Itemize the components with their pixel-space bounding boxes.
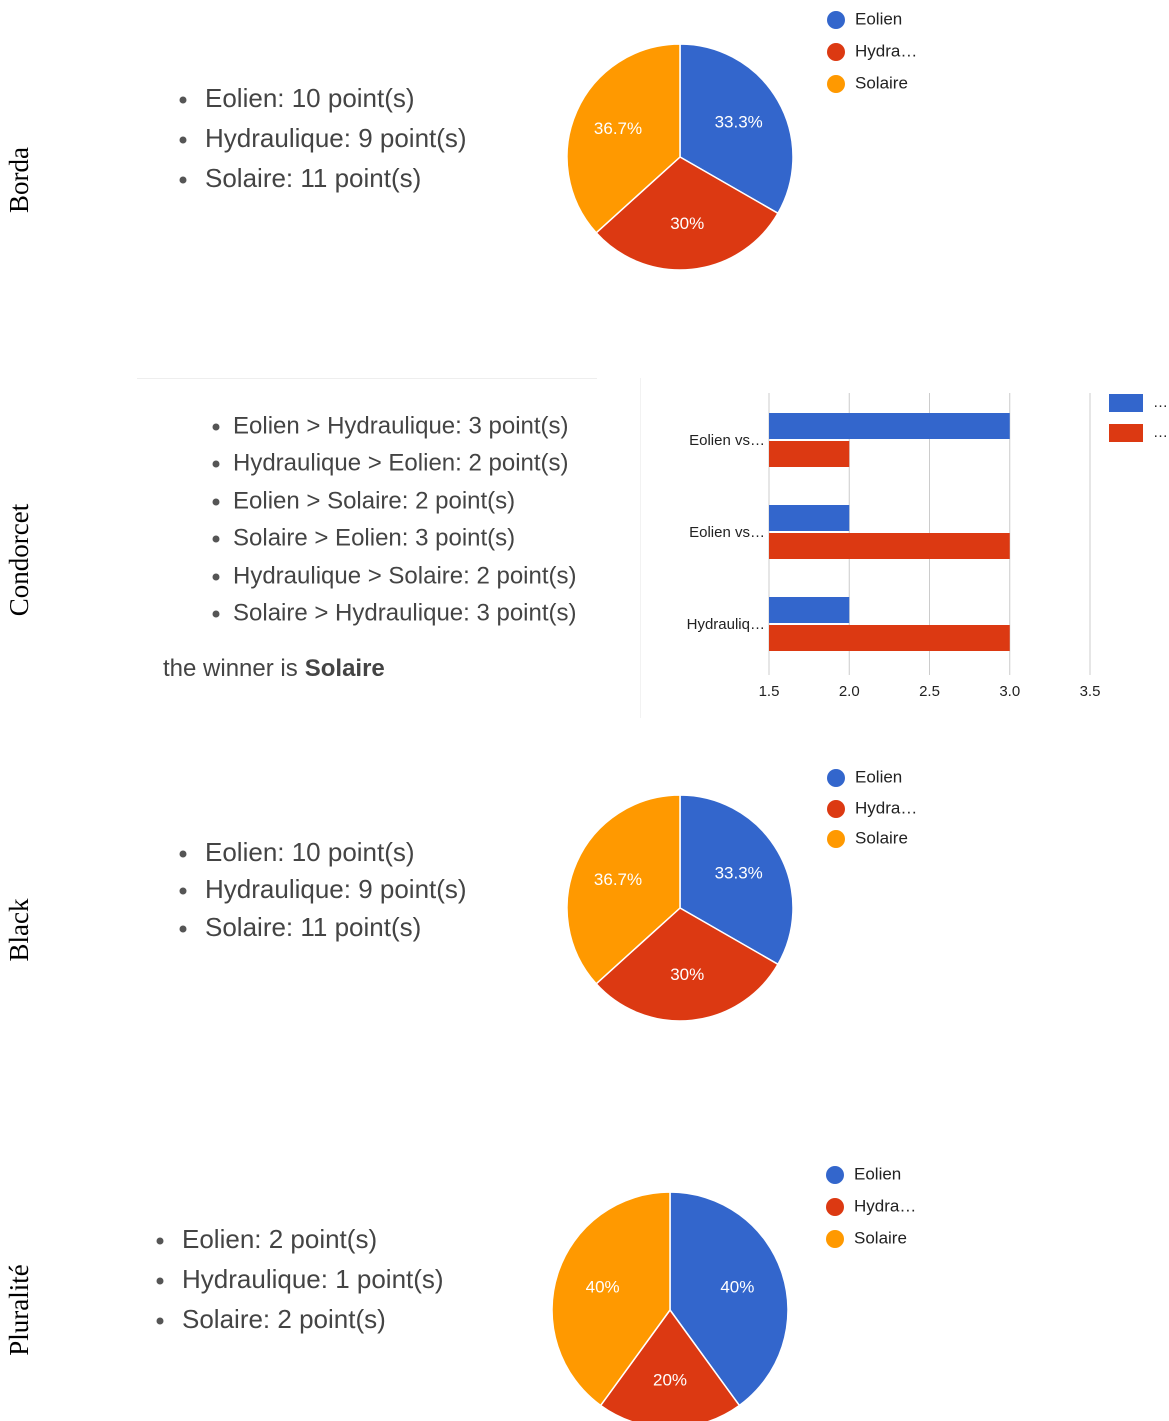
slice-label: 33.3% (715, 113, 763, 132)
bullet (179, 887, 187, 895)
x-tick-label: 1.5 (759, 683, 780, 700)
x-tick-label: 2.0 (839, 683, 860, 700)
list-item: Eolien: 10 point(s) (205, 837, 415, 867)
list-item: Eolien: 10 point(s) (205, 83, 415, 113)
list-item: Solaire > Hydraulique: 3 point(s) (233, 599, 577, 626)
slice-label: 30% (670, 214, 704, 233)
legend-label: Eolien (855, 9, 902, 28)
list-item: Hydraulique: 9 point(s) (205, 874, 467, 904)
list-item: Eolien > Solaire: 2 point(s) (233, 487, 515, 514)
legend-swatch (826, 1230, 844, 1248)
bullet (212, 460, 220, 468)
legend-label: … (1153, 394, 1168, 411)
bar (769, 505, 850, 531)
bullet (212, 573, 220, 581)
legend-swatch (827, 769, 845, 787)
list-item: Hydraulique > Eolien: 2 point(s) (233, 449, 569, 476)
legend-swatch (826, 1198, 844, 1216)
x-tick-label: 2.5 (919, 683, 940, 700)
bar (769, 413, 1010, 439)
bullet (179, 136, 187, 144)
legend-label: Eolien (855, 767, 902, 786)
list-item: Solaire: 11 point(s) (205, 163, 421, 193)
bar (769, 533, 1010, 559)
pie-slice (566, 43, 681, 234)
pie-slice (566, 794, 681, 985)
bullet (156, 1277, 164, 1285)
list-item: Hydraulique > Solaire: 2 point(s) (233, 562, 577, 589)
pie-slice (595, 907, 780, 1022)
list-item: Solaire: 2 point(s) (182, 1304, 386, 1334)
bar (769, 625, 1010, 651)
bullet (156, 1237, 164, 1245)
winner-line: the winner is Solaire (163, 655, 385, 682)
list-item: Eolien: 2 point(s) (182, 1224, 377, 1254)
legend-label: Hydra… (855, 798, 917, 817)
bullet (179, 176, 187, 184)
slice-label: 20% (653, 1370, 687, 1389)
bullet (179, 96, 187, 104)
slice-label: 40% (720, 1278, 754, 1297)
bar (769, 441, 850, 467)
bullet (179, 850, 187, 858)
y-tick-label: Hydrauliq… (687, 616, 765, 633)
pie-slice (551, 1191, 671, 1407)
pie-slice (679, 43, 794, 215)
section-label: Condorcet (4, 503, 34, 616)
slice-label: 30% (670, 965, 704, 984)
section-label: Pluralité (4, 1264, 34, 1355)
legend-swatch (827, 75, 845, 93)
legend-swatch (827, 830, 845, 848)
legend-label: Hydra… (854, 1196, 916, 1215)
legend-swatch (1109, 424, 1143, 442)
legend-swatch (826, 1166, 844, 1184)
section-label: Borda (4, 147, 34, 213)
condorcet-panel (137, 378, 640, 718)
list-item: Solaire > Eolien: 3 point(s) (233, 524, 515, 551)
legend-swatch (827, 11, 845, 29)
section-label: Black (4, 898, 34, 961)
legend-label: Solaire (855, 73, 908, 92)
list-item: Hydraulique: 1 point(s) (182, 1264, 444, 1294)
legend-label: … (1153, 424, 1168, 441)
legend-swatch (1109, 394, 1143, 412)
slice-label: 33.3% (715, 864, 763, 883)
legend-swatch (827, 800, 845, 818)
legend-label: Hydra… (855, 41, 917, 60)
bullet (212, 498, 220, 506)
x-tick-label: 3.5 (1080, 683, 1101, 700)
pie-slice (599, 1308, 741, 1421)
bullet (212, 610, 220, 618)
legend-label: Solaire (855, 828, 908, 847)
y-tick-label: Eolien vs… (689, 432, 765, 449)
legend-swatch (827, 43, 845, 61)
slice-label: 40% (586, 1278, 620, 1297)
winner-prefix: the winner is (163, 655, 298, 682)
pie-slice (595, 156, 780, 271)
y-tick-label: Eolien vs… (689, 524, 765, 541)
bullet (156, 1317, 164, 1325)
list-item: Solaire: 11 point(s) (205, 912, 421, 942)
x-tick-label: 3.0 (999, 683, 1020, 700)
pie-slice (679, 794, 794, 966)
bullet (212, 423, 220, 431)
slice-label: 36.7% (594, 870, 642, 889)
bar (769, 597, 850, 623)
list-item: Eolien > Hydraulique: 3 point(s) (233, 412, 569, 439)
slice-label: 36.7% (594, 119, 642, 138)
bullet (212, 535, 220, 543)
legend-label: Eolien (854, 1164, 901, 1183)
winner: Solaire (305, 655, 385, 682)
bullet (179, 925, 187, 933)
legend-label: Solaire (854, 1228, 907, 1247)
list-item: Hydraulique: 9 point(s) (205, 123, 467, 153)
pie-slice (669, 1191, 789, 1407)
